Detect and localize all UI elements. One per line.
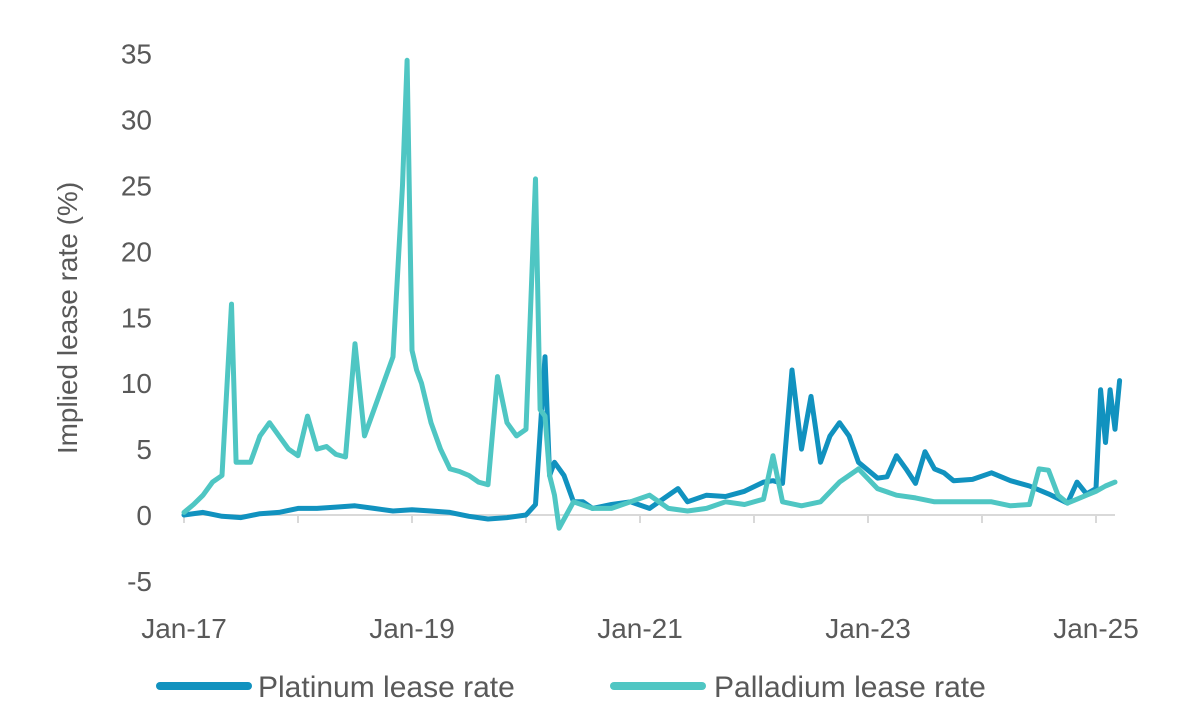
legend-item: Palladium lease rate: [610, 671, 986, 704]
y-tick-label: 10: [121, 368, 152, 399]
y-axis-label: Implied lease rate (%): [52, 182, 83, 454]
x-tick-label: Jan-25: [1053, 613, 1139, 644]
y-tick-label: 30: [121, 105, 152, 136]
legend-item: Platinum lease rate: [156, 671, 515, 704]
legend: Platinum lease rate Palladium lease rate: [156, 671, 986, 704]
x-tick-label: Jan-17: [141, 613, 227, 644]
series-line-palladium: [181, 57, 1118, 531]
legend-label: Platinum lease rate: [258, 671, 515, 704]
y-tick-label: 20: [121, 236, 152, 267]
y-tick-label: 0: [136, 500, 152, 531]
x-tick-label: Jan-21: [597, 613, 683, 644]
x-tick-label: Jan-19: [369, 613, 455, 644]
y-tick-label: 5: [136, 434, 152, 465]
y-tick-label: 15: [121, 302, 152, 333]
x-tick-label: Jan-23: [825, 613, 911, 644]
axes: Jan-17 Jan-19 Jan-21 Jan-23 Jan-25 -5 0 5 10 15 20…: [52, 39, 1139, 644]
y-tick-label: 25: [121, 171, 152, 202]
series-line-platinum: [181, 354, 1123, 522]
legend-label: Palladium lease rate: [714, 671, 986, 704]
y-tick-label: -5: [127, 566, 152, 597]
y-tick-label: 35: [121, 39, 152, 70]
series-lines: [181, 57, 1123, 531]
